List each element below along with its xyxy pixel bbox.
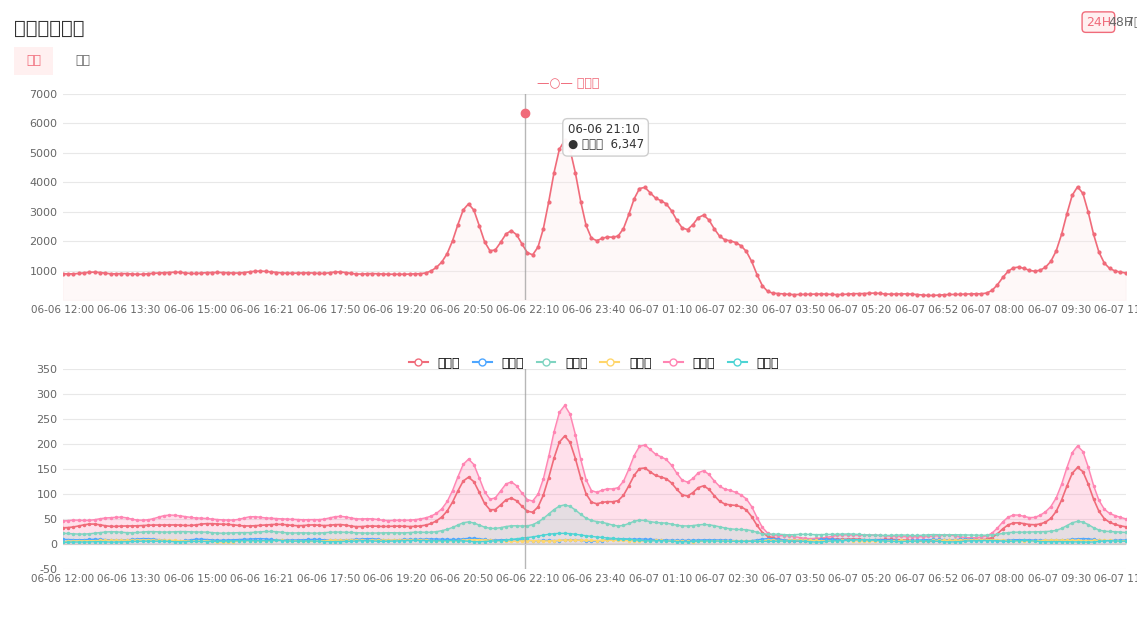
FancyBboxPatch shape <box>60 46 105 76</box>
Text: 48H: 48H <box>1109 16 1134 29</box>
Text: 互动数据趋势: 互动数据趋势 <box>14 19 84 38</box>
Text: —○— 播放数: —○— 播放数 <box>538 77 599 90</box>
Text: 06-06 21:10
● 播放数  6,347: 06-06 21:10 ● 播放数 6,347 <box>567 123 644 151</box>
FancyBboxPatch shape <box>11 46 56 76</box>
Text: 增量: 增量 <box>26 54 41 68</box>
Text: 24H: 24H <box>1086 16 1111 29</box>
Text: 7天: 7天 <box>1126 16 1137 29</box>
Text: 总量: 总量 <box>75 54 90 68</box>
Legend: 弹幕数, 投币数, 收藏数, 评论数, 点赞数, 分享数: 弹幕数, 投币数, 收藏数, 评论数, 点赞数, 分享数 <box>404 352 785 374</box>
